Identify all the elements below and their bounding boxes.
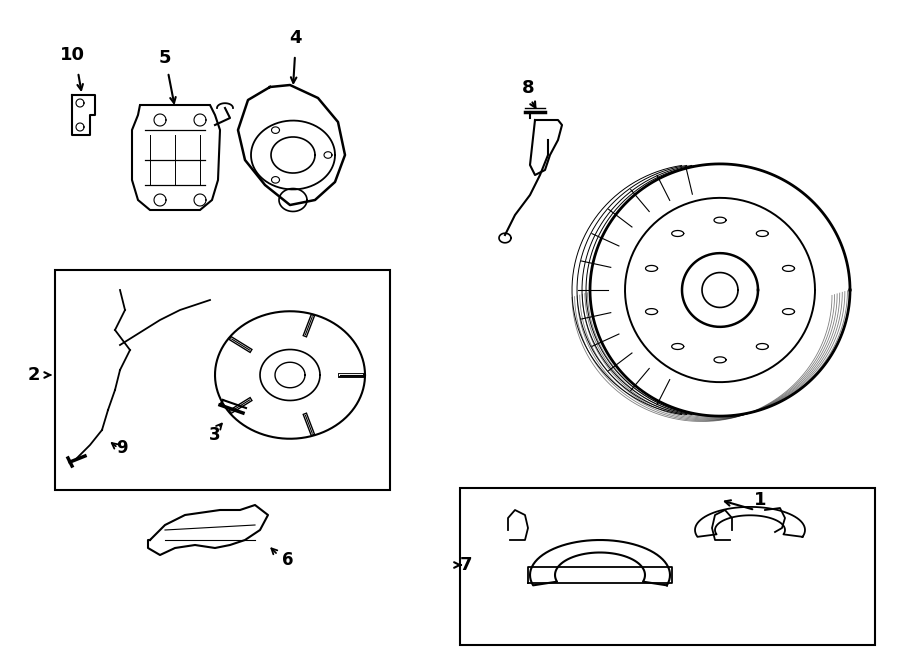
Text: 5: 5 <box>158 49 171 67</box>
Text: 1: 1 <box>754 491 766 509</box>
Text: 7: 7 <box>460 556 472 574</box>
Text: 6: 6 <box>282 551 293 569</box>
Text: 10: 10 <box>59 46 85 64</box>
Text: 9: 9 <box>116 439 128 457</box>
Text: 4: 4 <box>289 29 302 47</box>
Text: 8: 8 <box>522 79 535 97</box>
Text: 2: 2 <box>28 366 40 384</box>
Text: 3: 3 <box>209 426 220 444</box>
